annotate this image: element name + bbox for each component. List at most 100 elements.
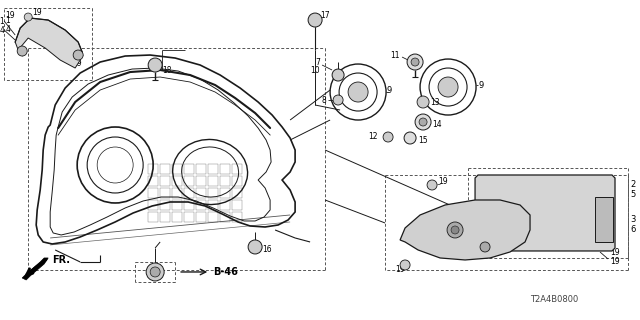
Text: 15: 15: [418, 135, 428, 145]
Bar: [232, 164, 242, 174]
Bar: [184, 212, 194, 222]
Bar: [595, 197, 613, 242]
Bar: [208, 164, 218, 174]
Bar: [208, 176, 218, 186]
Text: 7: 7: [316, 58, 320, 67]
Text: 8: 8: [321, 95, 326, 105]
Text: 2: 2: [630, 180, 636, 189]
Bar: [196, 164, 206, 174]
Bar: [148, 176, 158, 186]
Circle shape: [415, 114, 431, 130]
Circle shape: [332, 69, 344, 81]
Text: 19: 19: [610, 258, 620, 267]
Text: 1: 1: [5, 16, 10, 25]
Text: FR.: FR.: [52, 255, 70, 265]
Bar: [160, 176, 170, 186]
Bar: [148, 200, 158, 210]
Text: 19: 19: [32, 8, 42, 17]
Bar: [172, 200, 182, 210]
Circle shape: [404, 132, 416, 144]
Bar: [184, 164, 194, 174]
Bar: [148, 212, 158, 222]
Circle shape: [411, 58, 419, 66]
Circle shape: [248, 240, 262, 254]
Bar: [160, 212, 170, 222]
Bar: [220, 212, 230, 222]
Text: 4: 4: [0, 26, 4, 35]
Text: 13: 13: [430, 98, 440, 107]
Circle shape: [308, 13, 322, 27]
Bar: [148, 164, 158, 174]
Bar: [232, 200, 242, 210]
Bar: [232, 176, 242, 186]
Circle shape: [480, 242, 490, 252]
Bar: [172, 164, 182, 174]
Polygon shape: [15, 18, 82, 68]
Polygon shape: [475, 175, 615, 251]
Bar: [160, 188, 170, 198]
Circle shape: [148, 58, 162, 72]
Text: 11: 11: [390, 51, 400, 60]
Text: 10: 10: [310, 66, 320, 75]
Circle shape: [146, 263, 164, 281]
Text: 19: 19: [438, 178, 448, 187]
Circle shape: [348, 82, 368, 102]
Polygon shape: [400, 200, 530, 260]
Circle shape: [451, 226, 459, 234]
Text: 16: 16: [262, 245, 272, 254]
Text: 17: 17: [320, 11, 330, 20]
Bar: [160, 200, 170, 210]
Circle shape: [417, 96, 429, 108]
Bar: [208, 212, 218, 222]
Bar: [160, 164, 170, 174]
Text: 18: 18: [162, 66, 172, 75]
Text: T2A4B0800: T2A4B0800: [530, 295, 579, 304]
Bar: [172, 212, 182, 222]
Text: 19: 19: [5, 11, 15, 20]
Bar: [196, 176, 206, 186]
Circle shape: [17, 46, 27, 56]
Bar: [220, 200, 230, 210]
Text: 19: 19: [72, 59, 82, 68]
Bar: [220, 164, 230, 174]
Circle shape: [73, 50, 83, 60]
Text: 9: 9: [386, 85, 391, 94]
Bar: [232, 188, 242, 198]
Circle shape: [400, 260, 410, 270]
Text: 14: 14: [432, 119, 442, 129]
Bar: [208, 188, 218, 198]
Circle shape: [24, 13, 32, 21]
Bar: [196, 188, 206, 198]
Circle shape: [383, 132, 393, 142]
Circle shape: [150, 267, 160, 277]
Bar: [232, 212, 242, 222]
Bar: [172, 188, 182, 198]
Bar: [220, 188, 230, 198]
Bar: [196, 212, 206, 222]
Circle shape: [438, 77, 458, 97]
Text: 19: 19: [610, 248, 620, 258]
Text: 3: 3: [630, 215, 636, 225]
Circle shape: [419, 118, 427, 126]
Circle shape: [333, 95, 343, 105]
Bar: [208, 200, 218, 210]
Polygon shape: [22, 258, 48, 280]
Text: 4: 4: [5, 25, 10, 34]
Text: B-46: B-46: [213, 267, 238, 277]
Bar: [184, 188, 194, 198]
Bar: [184, 176, 194, 186]
Circle shape: [447, 222, 463, 238]
Circle shape: [427, 180, 437, 190]
Text: 5: 5: [630, 190, 636, 199]
Bar: [148, 188, 158, 198]
Bar: [172, 176, 182, 186]
Text: 9: 9: [478, 81, 483, 90]
Text: 1: 1: [0, 17, 4, 26]
Text: 6: 6: [630, 226, 636, 235]
Bar: [184, 200, 194, 210]
Text: 19: 19: [395, 266, 404, 275]
Bar: [196, 200, 206, 210]
Circle shape: [407, 54, 423, 70]
Text: 12: 12: [369, 132, 378, 140]
Bar: [220, 176, 230, 186]
